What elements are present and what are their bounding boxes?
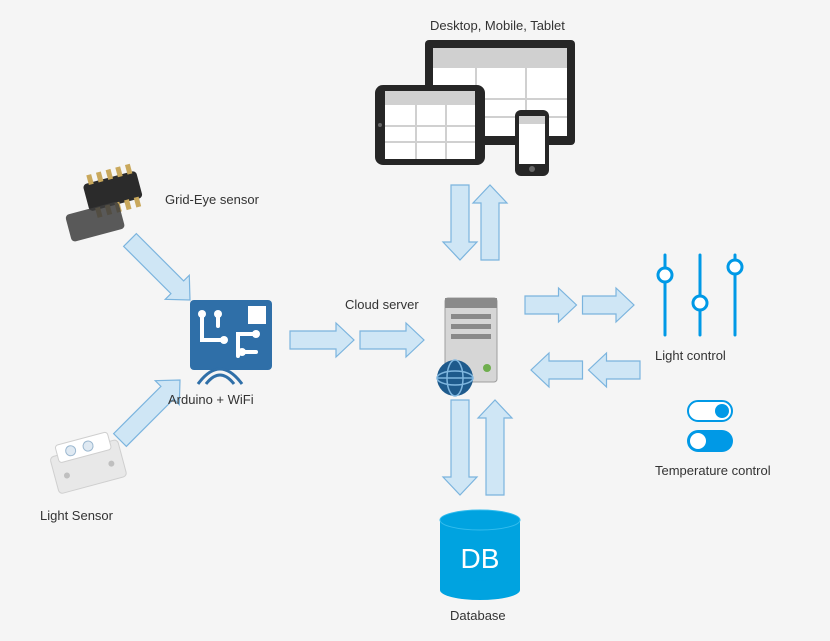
temperature-toggles bbox=[675, 400, 745, 460]
grid-eye-label: Grid-Eye sensor bbox=[165, 192, 259, 207]
light-sensor-icon bbox=[47, 430, 127, 494]
server-to-light-r-0 bbox=[525, 288, 577, 322]
database-icon: DB bbox=[440, 510, 520, 600]
light-control-sliders bbox=[658, 255, 742, 335]
devices-down bbox=[443, 185, 477, 260]
arduino-to-server-0 bbox=[290, 323, 354, 357]
arduino-to-server-1 bbox=[360, 323, 424, 357]
server-to-db-d bbox=[443, 400, 477, 495]
light-sensor-label: Light Sensor bbox=[40, 508, 113, 523]
arduino-label: Arduino + WiFi bbox=[168, 392, 254, 407]
db-to-server-u bbox=[478, 400, 512, 495]
toggle-on[interactable] bbox=[687, 430, 733, 452]
devices-title-label: Desktop, Mobile, Tablet bbox=[430, 18, 565, 33]
diagram-canvas: DB bbox=[0, 0, 830, 641]
cloud-server-icon bbox=[437, 298, 497, 396]
cloud-server-label: Cloud server bbox=[345, 297, 419, 312]
database-label: Database bbox=[450, 608, 506, 623]
temperature-control-label: Temperature control bbox=[655, 463, 771, 478]
light-control-label: Light control bbox=[655, 348, 726, 363]
temp-to-server-0 bbox=[589, 353, 641, 387]
grid-eye-sensor-icon bbox=[56, 163, 149, 243]
server-up bbox=[473, 185, 507, 260]
light-to-arduino bbox=[108, 368, 192, 452]
temp-to-server-1 bbox=[531, 353, 583, 387]
grideye-to-arduino bbox=[118, 228, 202, 312]
arrows-layer bbox=[108, 185, 640, 495]
toggle-off[interactable] bbox=[687, 400, 733, 422]
devices-icon bbox=[375, 40, 575, 176]
db-text: DB bbox=[461, 543, 500, 574]
diagram-stage: DB Desktop, Mobile, Tablet Grid-Eye sens… bbox=[0, 0, 830, 641]
server-to-light-r-1 bbox=[583, 288, 635, 322]
arduino-wifi-icon bbox=[190, 300, 272, 384]
